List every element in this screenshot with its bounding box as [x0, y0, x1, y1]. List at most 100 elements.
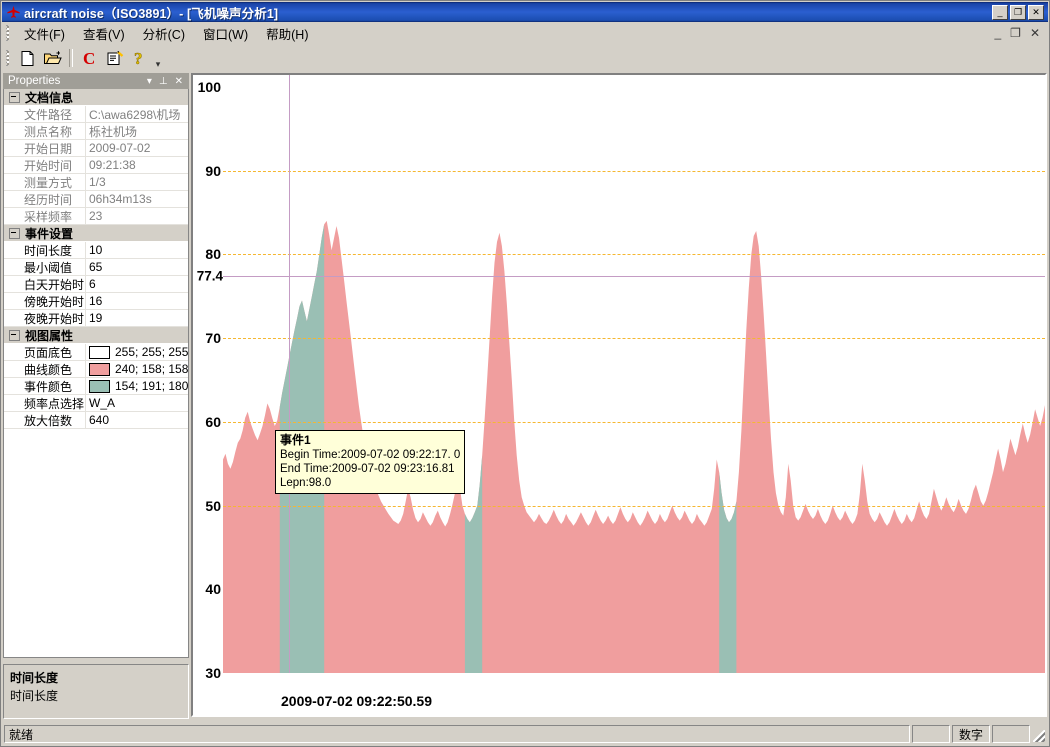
color-rgb-text: 154; 191; 180: [115, 379, 188, 393]
plot-area[interactable]: [223, 75, 1045, 715]
event-area[interactable]: [719, 472, 737, 673]
property-value[interactable]: 2009-07-02: [86, 140, 188, 156]
color-swatch-background[interactable]: [89, 345, 110, 359]
property-row[interactable]: 开始日期 2009-07-02: [4, 140, 188, 157]
property-row[interactable]: 频率点选择 W_A: [4, 395, 188, 412]
property-value-color[interactable]: 240; 158; 158: [86, 361, 188, 377]
minimize-button[interactable]: _: [992, 4, 1008, 20]
mdi-close-button[interactable]: ✕: [1029, 26, 1040, 40]
property-row[interactable]: 开始时间 09:21:38: [4, 157, 188, 174]
property-value[interactable]: 栎社机场: [86, 123, 188, 139]
property-row[interactable]: 采样频率 23: [4, 208, 188, 225]
open-file-icon[interactable]: [40, 46, 65, 70]
mdi-restore-button[interactable]: ❐: [1010, 26, 1021, 40]
properties-icon[interactable]: [102, 46, 127, 70]
collapse-icon[interactable]: [9, 91, 20, 103]
y-axis-tick: 40: [205, 581, 221, 598]
property-value[interactable]: 6: [86, 276, 188, 292]
event-tooltip: 事件1 Begin Time:2009-07-02 09:22:17. 0 En…: [275, 430, 466, 494]
property-value-color[interactable]: 154; 191; 180: [86, 378, 188, 394]
menu-item-window[interactable]: 窗口(W): [203, 27, 249, 42]
property-value[interactable]: 640: [86, 412, 188, 428]
y-axis-tick: 50: [205, 497, 221, 514]
menu-item-help[interactable]: 帮助(H): [266, 27, 309, 42]
property-group-document-info[interactable]: 文档信息: [4, 89, 188, 106]
property-group-view-properties[interactable]: 视图属性: [4, 327, 188, 344]
chart-canvas[interactable]: 100 90 80 70 60 50 40 30 77.4 2009-07-02 09:22:5…: [193, 75, 1045, 715]
mdi-minimize-button[interactable]: _: [994, 26, 1002, 40]
chevron-down-icon[interactable]: ▾: [146, 75, 152, 87]
property-value[interactable]: C:\awa6298\机场: [86, 106, 188, 122]
property-group-label: 视图属性: [25, 328, 74, 343]
property-row[interactable]: 夜晚开始时间 19: [4, 310, 188, 327]
help-icon[interactable]: ?: [127, 46, 152, 70]
color-swatch-curve[interactable]: [89, 362, 110, 376]
grid-line: [223, 170, 1045, 172]
property-row[interactable]: 白天开始时间 6: [4, 276, 188, 293]
property-row[interactable]: 时间长度 10: [4, 242, 188, 259]
property-label: 测量方式: [4, 174, 86, 190]
property-value[interactable]: 65: [86, 259, 188, 275]
calculate-icon[interactable]: C: [77, 46, 102, 70]
property-value[interactable]: 09:21:38: [86, 157, 188, 173]
property-value[interactable]: W_A: [86, 395, 188, 411]
maximize-button[interactable]: ❐: [1010, 4, 1026, 20]
status-pane-num: 数字: [952, 725, 990, 743]
property-row[interactable]: 测点名称 栎社机场: [4, 123, 188, 140]
grid-line: [223, 338, 1045, 340]
y-axis-tick: 70: [205, 330, 221, 347]
event-area[interactable]: [464, 455, 483, 673]
toolbar-overflow-button[interactable]: ▾: [155, 59, 161, 69]
property-row[interactable]: 傍晚开始时间 16: [4, 293, 188, 310]
property-row[interactable]: 文件路径 C:\awa6298\机场: [4, 106, 188, 123]
property-row[interactable]: 曲线颜色 240; 158; 158: [4, 361, 188, 378]
color-rgb-text: 255; 255; 255: [115, 345, 188, 359]
property-value[interactable]: 10: [86, 242, 188, 258]
pin-icon[interactable]: ⊥: [158, 75, 168, 87]
property-row[interactable]: 事件颜色 154; 191; 180: [4, 378, 188, 395]
property-value[interactable]: 19: [86, 310, 188, 326]
chart-window: 100 90 80 70 60 50 40 30 77.4 2009-07-02 09:22:5…: [191, 73, 1047, 717]
property-row[interactable]: 页面底色 255; 255; 255: [4, 344, 188, 361]
menu-item-analysis[interactable]: 分析(C): [142, 27, 185, 42]
tooltip-lepn-value: 98.0: [308, 477, 332, 489]
help-description: 时间长度: [10, 689, 59, 703]
property-value[interactable]: 16: [86, 293, 188, 309]
property-group-event-settings[interactable]: 事件设置: [4, 225, 188, 242]
horizontal-cursor-line[interactable]: [223, 276, 1045, 278]
x-axis-label: 2009-07-02 09:22:50.59: [279, 693, 435, 709]
close-icon[interactable]: ✕: [174, 75, 183, 87]
window-buttons: _ ❐ ✕: [992, 4, 1046, 20]
property-row[interactable]: 放大倍数 640: [4, 412, 188, 429]
property-value[interactable]: 06h34m13s: [86, 191, 188, 207]
property-value[interactable]: 1/3: [86, 174, 188, 190]
property-row[interactable]: 测量方式 1/3: [4, 174, 188, 191]
property-row[interactable]: 经历时间 06h34m13s: [4, 191, 188, 208]
menu-drag-handle[interactable]: [5, 25, 13, 41]
property-label: 事件颜色: [4, 378, 86, 394]
property-label: 文件路径: [4, 106, 86, 122]
tooltip-title: 事件1: [280, 433, 311, 447]
grid-line: [223, 254, 1045, 256]
y-axis-tick: 80: [205, 246, 221, 263]
grid-line: [223, 421, 1045, 423]
resize-grip[interactable]: [1032, 725, 1046, 743]
menu-item-view[interactable]: 查看(V): [82, 27, 125, 42]
collapse-icon[interactable]: [9, 227, 20, 239]
property-value-color[interactable]: 255; 255; 255: [86, 344, 188, 360]
toolbar-drag-handle[interactable]: [5, 50, 13, 66]
property-label: 夜晚开始时间: [4, 310, 86, 326]
menu-bar: 文件(F) 查看(V) 分析(C) 窗口(W) 帮助(H) _ ❐ ✕: [2, 22, 1048, 44]
new-file-icon[interactable]: [15, 46, 40, 70]
property-row[interactable]: 最小阈值 65: [4, 259, 188, 276]
airplane-icon: [4, 4, 22, 20]
vertical-cursor-line[interactable]: [288, 75, 290, 673]
properties-panel: Properties ▾ ⊥ ✕ 文档信息 文件路径 C:\awa6298\机场…: [3, 73, 189, 674]
tooltip-end-value: 2009-07-02 09:23:16.81: [331, 463, 455, 475]
close-button[interactable]: ✕: [1028, 4, 1044, 20]
property-value[interactable]: 23: [86, 208, 188, 224]
window-title: aircraft noise（ISO3891）- [飞机噪声分析1]: [24, 6, 279, 21]
menu-item-file[interactable]: 文件(F): [24, 27, 65, 42]
color-swatch-event[interactable]: [89, 379, 110, 393]
collapse-icon[interactable]: [9, 329, 20, 341]
